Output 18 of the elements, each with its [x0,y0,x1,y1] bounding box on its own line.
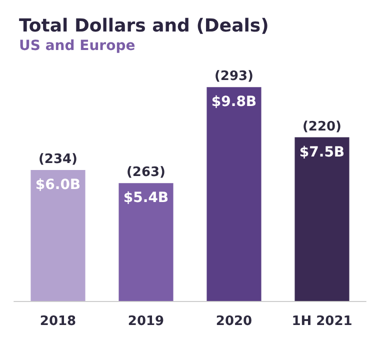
bar [30,170,86,301]
x-tick-label: 2019 [128,314,164,329]
bar [118,183,174,301]
annotation: (263) [126,165,166,180]
data-label: $7.5B [299,144,345,160]
data-label: $6.0B [35,177,81,194]
chart-title: Total Dollars and (Deals) [19,16,269,36]
annotation: (234) [38,152,78,168]
x-tick-label: 2020 [216,314,252,329]
annotation: (220) [302,119,342,134]
bar [206,87,262,301]
chart-subtitle: US and Europe [19,38,136,54]
x-tick-label: 1H 2021 [292,314,352,329]
data-label: $9.8B [211,94,257,110]
x-tick-label: 2018 [40,314,76,329]
data-label: $5.4B [123,190,169,206]
annotation: (293) [214,69,254,84]
bar [294,137,350,301]
